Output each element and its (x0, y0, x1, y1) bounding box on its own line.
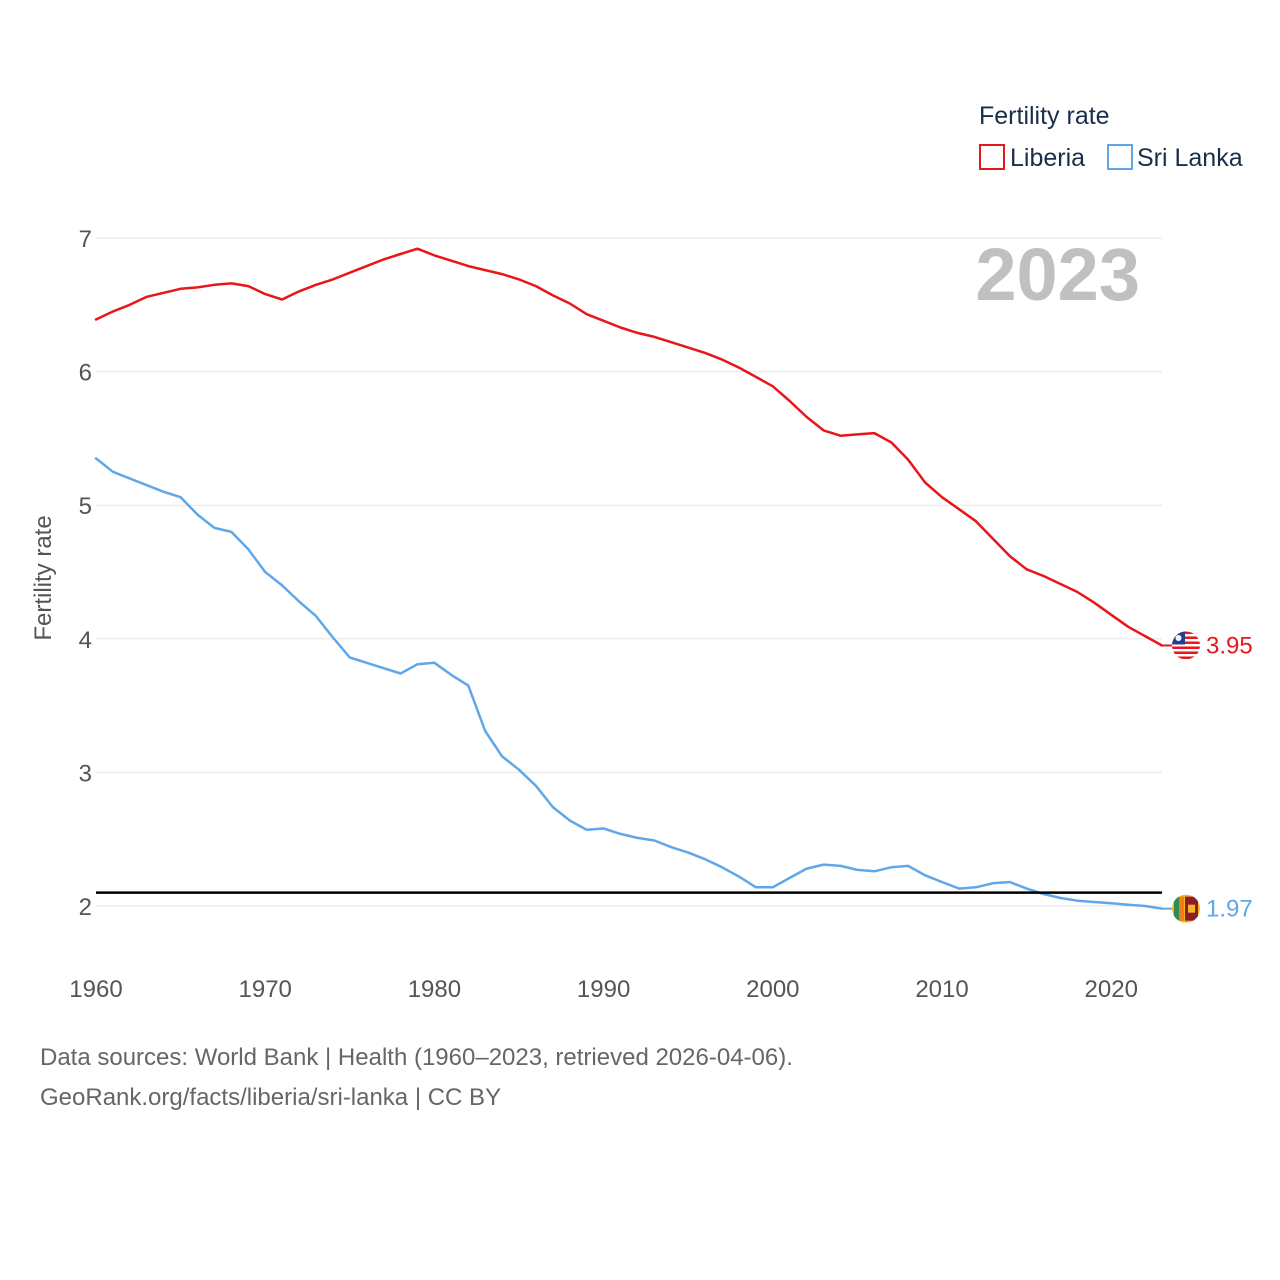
y-tick-label-3: 3 (79, 760, 92, 787)
x-axis-ticks: 1960 1970 1980 1990 2000 2010 2020 (69, 976, 1138, 1003)
x-tick-label-2000: 2000 (746, 976, 799, 1003)
end-value-liberia: 3.95 (1206, 632, 1253, 659)
series-lines (94, 247, 1164, 910)
flag-sri-lanka-body (1172, 894, 1200, 923)
flag-stripe (1172, 641, 1200, 644)
flag-stripe (1172, 636, 1200, 639)
flag-lion (1188, 904, 1195, 913)
end-value-sri-lanka: 1.97 (1206, 896, 1253, 923)
flag-sri-lanka-icon (1172, 894, 1200, 923)
y-tick-label-5: 5 (79, 493, 92, 520)
x-tick-label-2010: 2010 (915, 976, 968, 1003)
x-tick-label-1980: 1980 (408, 976, 461, 1003)
series-line-sri-lanka (94, 457, 1164, 910)
legend-item-sri-lanka[interactable]: Sri Lanka (1107, 144, 1243, 172)
y-axis-title: Fertility rate (30, 515, 57, 640)
x-tick-label-2020: 2020 (1085, 976, 1138, 1003)
legend-title: Fertility rate (979, 102, 1110, 130)
flag-star (1175, 634, 1182, 641)
x-tick-label-1990: 1990 (577, 976, 630, 1003)
flag-stripe (1172, 651, 1200, 654)
y-tick-label-4: 4 (79, 627, 92, 654)
y-tick-label-7: 7 (79, 226, 92, 253)
grid-lines (96, 237, 1162, 907)
flag-green-band (1174, 896, 1179, 921)
x-tick-label-1960: 1960 (69, 976, 122, 1003)
x-tick-label-1970: 1970 (239, 976, 292, 1003)
legend-label-liberia: Liberia (1010, 144, 1085, 172)
flag-liberia-icon (1172, 631, 1200, 660)
legend-label-sri-lanka: Sri Lanka (1137, 144, 1243, 172)
legend: Fertility rate Liberia Sri Lanka (979, 102, 1243, 172)
flag-stripe (1172, 656, 1200, 659)
legend-item-liberia[interactable]: Liberia (979, 144, 1085, 172)
series-endpoints: 3.95 1.97 (1162, 631, 1253, 923)
y-tick-label-2: 2 (79, 894, 92, 921)
legend-swatch-sri-lanka (1107, 144, 1133, 170)
year-watermark: 2023 (975, 233, 1140, 316)
flag-stripe (1172, 646, 1200, 649)
flag-orange-band (1179, 896, 1184, 921)
series-line-liberia (94, 247, 1164, 647)
y-axis-ticks: 2 3 4 5 6 7 (79, 226, 92, 921)
legend-swatch-liberia (979, 144, 1005, 170)
flag-liberia-body (1172, 631, 1200, 660)
attribution-link[interactable]: GeoRank.org/facts/liberia/sri-lanka | CC… (40, 1084, 502, 1111)
y-tick-label-6: 6 (79, 360, 92, 387)
flag-stripe (1172, 631, 1200, 634)
data-source-note: Data sources: World Bank | Health (1960–… (40, 1044, 793, 1071)
